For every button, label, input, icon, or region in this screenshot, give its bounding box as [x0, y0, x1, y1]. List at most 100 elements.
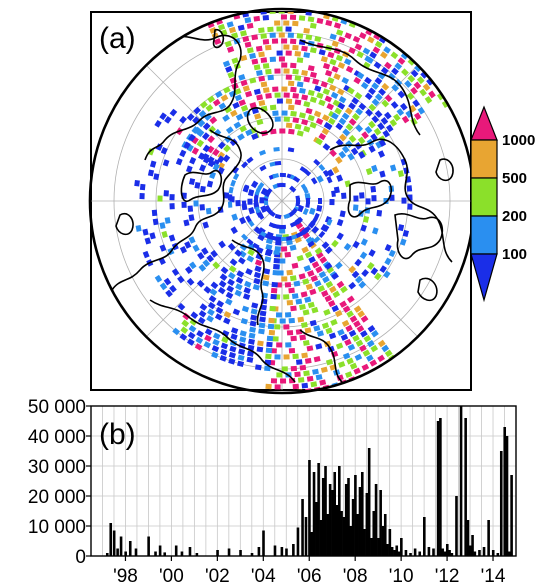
- observation-block: [359, 344, 367, 352]
- observation-block: [235, 199, 241, 207]
- observation-block: [328, 84, 337, 92]
- bar-ticks: 0 10 000 20 000 30 000 40 000 50 000 '98 '00 '02…: [28, 397, 506, 587]
- map-panel: (a): [88, 7, 476, 401]
- bar: [124, 551, 127, 556]
- observation-block: [187, 331, 196, 340]
- bar: [315, 502, 318, 556]
- observation-block: [363, 334, 372, 343]
- observation-block: [283, 68, 290, 74]
- observation-block: [364, 76, 372, 85]
- observation-block: [319, 256, 328, 264]
- observation-block: [286, 330, 294, 336]
- observation-block: [286, 299, 294, 306]
- observation-block: [266, 248, 273, 255]
- observation-block: [149, 160, 157, 168]
- observation-block: [169, 203, 175, 210]
- observation-block: [217, 23, 226, 31]
- observation-block: [226, 46, 235, 53]
- observation-block: [296, 130, 304, 137]
- observation-block: [413, 112, 422, 121]
- observation-block: [171, 268, 180, 276]
- observation-block: [378, 88, 386, 96]
- bar: [386, 544, 389, 556]
- observation-block: [347, 152, 355, 161]
- observation-block: [228, 26, 237, 34]
- observation-block: [217, 155, 225, 164]
- observation-block: [228, 265, 237, 273]
- observation-block: [280, 246, 288, 252]
- observation-block: [175, 158, 183, 166]
- observation-block: [153, 173, 160, 181]
- observation-block: [335, 122, 344, 131]
- bar: [372, 511, 376, 556]
- observation-block: [351, 270, 360, 279]
- observation-block: [299, 364, 307, 371]
- observation-block: [265, 44, 272, 51]
- observation-block: [302, 309, 310, 316]
- observation-block: [225, 65, 233, 73]
- observation-block: [283, 354, 290, 360]
- observation-block: [315, 266, 323, 274]
- observation-block: [373, 61, 382, 70]
- observation-block: [329, 58, 337, 66]
- observation-block: [310, 217, 318, 225]
- observation-block: [279, 318, 286, 324]
- observation-block: [274, 324, 281, 330]
- bar: [304, 517, 308, 556]
- observation-block: [159, 222, 166, 230]
- observation-block: [247, 248, 255, 257]
- observation-block: [281, 110, 288, 116]
- observation-block: [288, 347, 296, 354]
- observation-block: [281, 86, 288, 92]
- observation-block: [384, 349, 393, 358]
- observation-block: [329, 33, 337, 41]
- observation-block: [274, 213, 282, 220]
- observation-block: [377, 150, 386, 158]
- bar: [409, 553, 412, 556]
- observation-block: [326, 176, 333, 184]
- observation-block: [228, 351, 236, 359]
- observation-block: [287, 12, 294, 14]
- observation-block: [396, 108, 405, 116]
- observation-block: [139, 193, 145, 200]
- observation-block: [264, 396, 270, 401]
- observation-block: [251, 133, 259, 140]
- observation-block: [397, 224, 405, 232]
- observation-block: [321, 290, 329, 298]
- observation-block: [280, 14, 287, 20]
- observation-block: [333, 22, 342, 29]
- observation-block: [184, 241, 192, 249]
- observation-block: [263, 268, 271, 275]
- observation-block: [288, 317, 295, 324]
- observation-block: [368, 249, 376, 257]
- observation-block: [296, 81, 304, 88]
- observation-block: [354, 43, 363, 51]
- observation-block: [239, 125, 247, 133]
- observation-block: [314, 35, 322, 42]
- observation-block: [358, 102, 367, 111]
- observation-block: [255, 45, 263, 52]
- observation-block: [259, 164, 267, 172]
- bar: [280, 547, 284, 556]
- bar: [349, 526, 353, 556]
- observation-block: [321, 127, 330, 136]
- observation-block: [241, 200, 247, 207]
- observation-block: [206, 145, 215, 154]
- bar: [340, 511, 343, 556]
- bar: [335, 505, 339, 556]
- observation-block: [314, 280, 322, 288]
- bar: [319, 520, 323, 556]
- x-tick-label: '12: [435, 566, 460, 587]
- observation-block: [301, 45, 308, 52]
- observation-block: [202, 122, 211, 131]
- observation-block: [309, 96, 318, 104]
- bar: [112, 530, 116, 556]
- observation-block: [359, 251, 368, 260]
- observation-block: [300, 322, 308, 328]
- observation-block: [206, 180, 214, 188]
- observation-block: [283, 92, 290, 98]
- observation-block: [318, 270, 327, 279]
- observation-block: [379, 170, 386, 178]
- observation-block: [345, 65, 354, 73]
- observation-block: [249, 326, 257, 333]
